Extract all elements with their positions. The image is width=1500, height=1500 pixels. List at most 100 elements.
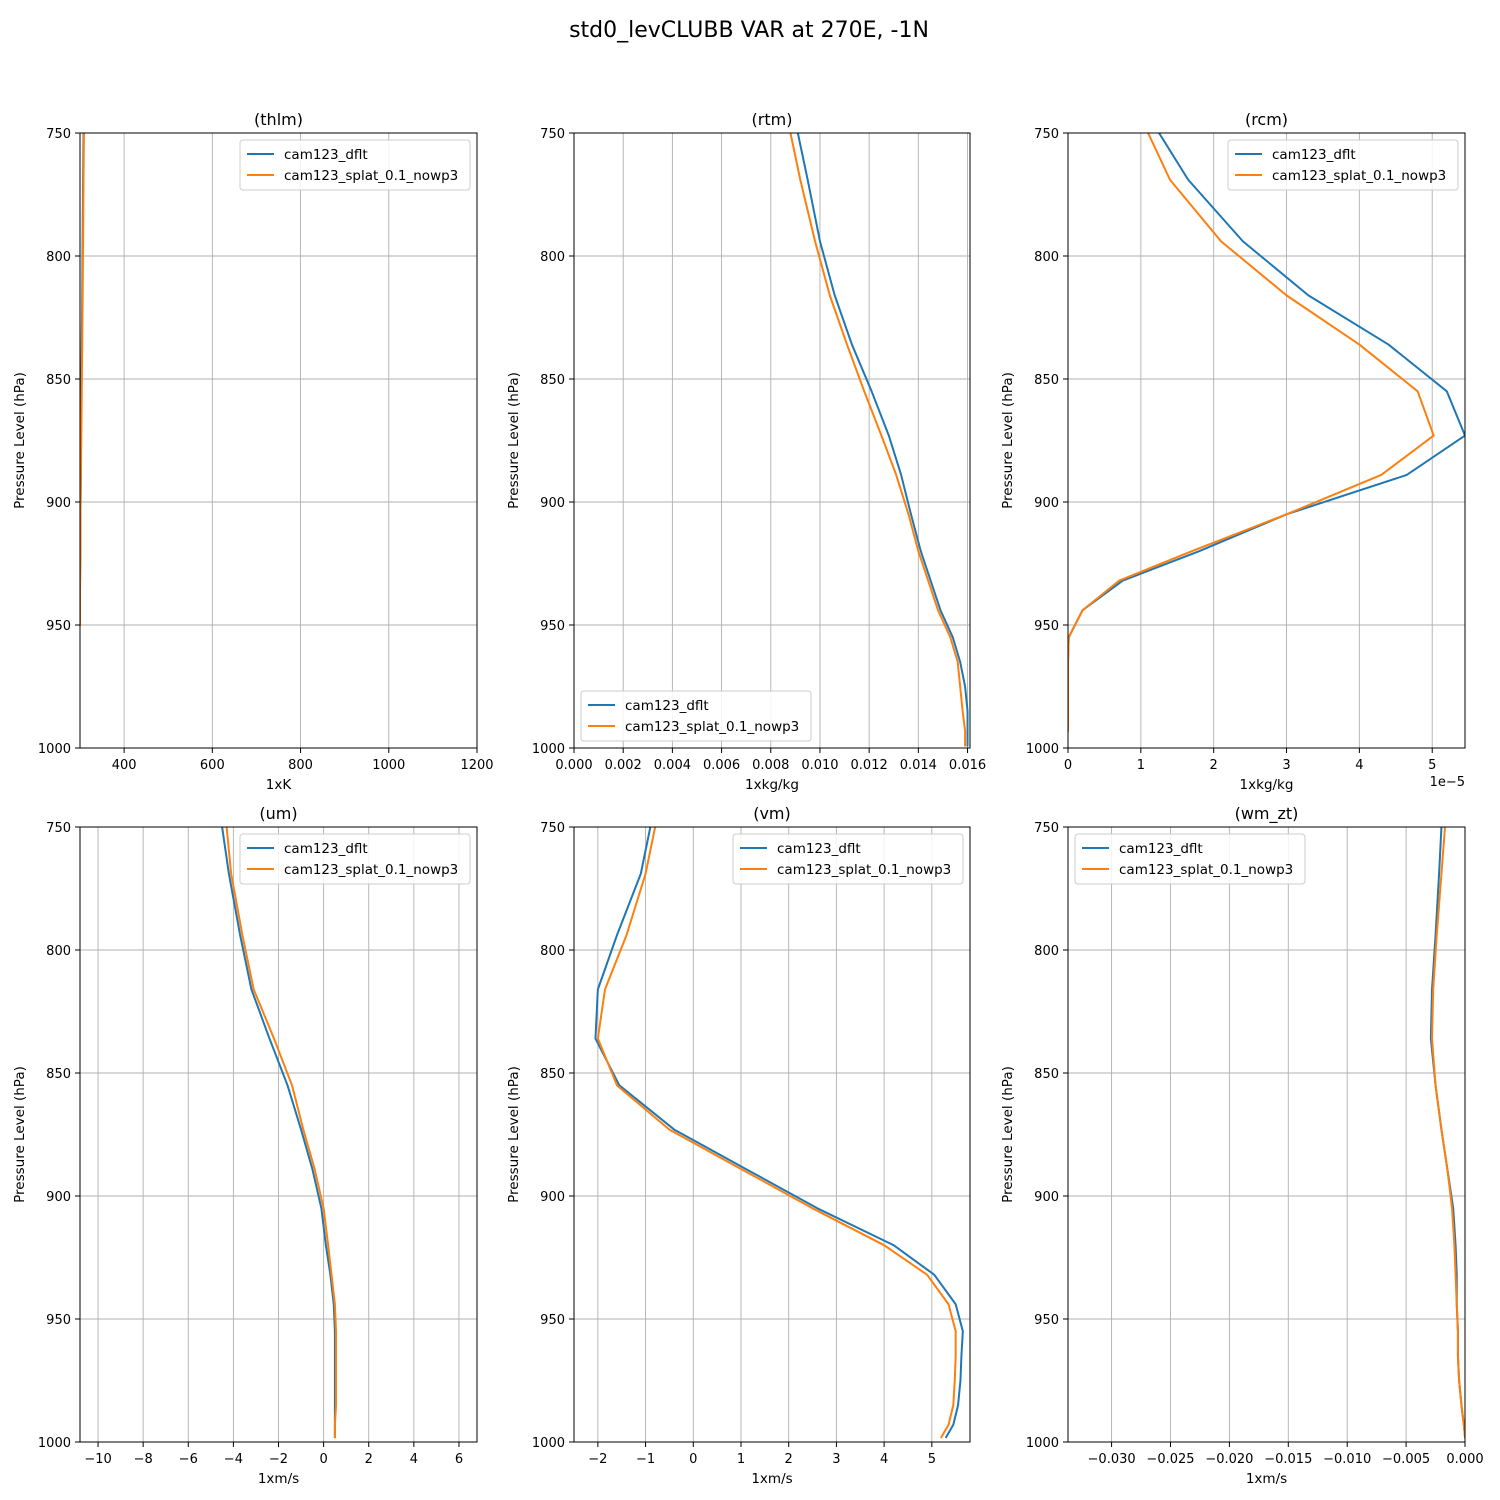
subplot-title: (vm)	[753, 804, 791, 823]
legend-entry: cam123_dflt	[777, 841, 861, 857]
x-tick-label: 0.000	[555, 758, 592, 773]
legend-frame	[239, 139, 471, 191]
y-axis-label: Pressure Level (hPa)	[506, 372, 522, 509]
y-tick-label: 900	[46, 1190, 71, 1205]
legend-frame	[239, 833, 471, 885]
y-tick-label: 800	[46, 944, 71, 959]
y-tick-label: 950	[540, 619, 565, 634]
y-tick-label: 800	[46, 250, 71, 265]
x-tick-label: −0.030	[1088, 1452, 1136, 1467]
y-tick-label: 750	[540, 127, 565, 142]
axes-frame	[573, 826, 971, 1443]
x-tick-label: −2	[269, 1452, 288, 1467]
x-tick-label: −0.020	[1205, 1452, 1253, 1467]
y-tick-label: 900	[540, 496, 565, 511]
x-axis-label: 1xkg/kg	[745, 777, 799, 793]
axes-frame	[573, 132, 971, 749]
y-tick-label: 750	[1034, 821, 1059, 836]
subplot-title: (wm_zt)	[1235, 804, 1299, 824]
series-line-1	[789, 133, 967, 747]
y-tick-label: 750	[46, 821, 71, 836]
series-line-1	[225, 827, 338, 1439]
x-tick-label: −0.005	[1382, 1452, 1430, 1467]
legend-entry: cam123_dflt	[1272, 147, 1356, 163]
x-tick-label: 0.010	[801, 758, 838, 773]
subplot-title: (rtm)	[752, 110, 793, 129]
y-tick-label: 800	[540, 944, 565, 959]
y-tick-label: 850	[540, 373, 565, 388]
x-axis-label: 1xm/s	[1246, 1471, 1287, 1487]
x-tick-label: 5	[1428, 758, 1436, 773]
y-axis-label: Pressure Level (hPa)	[1000, 1066, 1016, 1203]
series-line-1	[1068, 133, 1435, 732]
figure-title: std0_levCLUBB VAR at 270E, -1N	[569, 18, 929, 43]
x-tick-label: 2	[365, 1452, 373, 1467]
y-tick-label: 750	[46, 127, 71, 142]
x-tick-label: 0.014	[900, 758, 937, 773]
x-tick-label: 0.016	[949, 758, 986, 773]
y-tick-label: 850	[46, 1067, 71, 1082]
x-tick-label: 0.008	[752, 758, 789, 773]
legend-entry: cam123_dflt	[1119, 841, 1203, 857]
legend: cam123_dflt cam123_splat_0.1_nowp3	[1227, 139, 1459, 191]
legend: cam123_dflt cam123_splat_0.1_nowp3	[1074, 833, 1306, 885]
x-tick-label: −0.010	[1323, 1452, 1371, 1467]
subplot-5: −0.030 −0.025 −0.020 −0.015 −0.010 −0.005 0.00…	[1000, 804, 1484, 1487]
subplot-4: −2 −1 0 1 2 3 4 5 750 800 850 900 950 1000 (vm) 1xm/s Pr…	[506, 804, 971, 1487]
x-tick-label: 3	[832, 1452, 840, 1467]
y-tick-label: 850	[46, 373, 71, 388]
y-tick-label: 1000	[532, 1436, 565, 1451]
y-tick-label: 1000	[1026, 1436, 1059, 1451]
y-tick-label: 750	[1034, 127, 1059, 142]
x-axis-label: 1xm/s	[751, 1471, 792, 1487]
y-tick-label: 950	[46, 619, 71, 634]
y-tick-label: 1000	[1026, 742, 1059, 757]
y-tick-label: 850	[1034, 373, 1059, 388]
y-tick-label: 950	[1034, 619, 1059, 634]
y-tick-label: 850	[540, 1067, 565, 1082]
subplot-title: (rcm)	[1245, 110, 1288, 129]
x-tick-label: −2	[588, 1452, 607, 1467]
x-tick-label: 0	[319, 1452, 327, 1467]
y-tick-label: 1000	[38, 1436, 71, 1451]
x-tick-label: −0.015	[1264, 1452, 1312, 1467]
y-tick-label: 800	[540, 250, 565, 265]
series-line-1	[1431, 827, 1465, 1439]
x-tick-label: −0.025	[1146, 1452, 1194, 1467]
y-axis-label: Pressure Level (hPa)	[506, 1066, 522, 1203]
legend-entry: cam123_splat_0.1_nowp3	[777, 862, 951, 878]
legend-entry: cam123_splat_0.1_nowp3	[1272, 168, 1446, 184]
x-tick-label: −4	[224, 1452, 243, 1467]
y-tick-label: 850	[1034, 1067, 1059, 1082]
subplot-3: −10 −8 −6 −4 −2 0 2 4 6 750 800 850 900 950 1000 (um) 1x…	[12, 804, 478, 1487]
series-group	[1429, 827, 1465, 1439]
axes-frame	[1067, 826, 1466, 1443]
x-tick-label: 1	[737, 1452, 745, 1467]
legend-frame	[1074, 833, 1306, 885]
x-tick-label: 4	[880, 1452, 888, 1467]
series-line-1	[596, 827, 957, 1439]
x-tick-label: −6	[179, 1452, 198, 1467]
y-tick-label: 800	[1034, 944, 1059, 959]
subplot-0: 400 600 800 1000 1200 750 800 850 900 950 1000 (thl…	[12, 110, 494, 793]
legend-entry: cam123_splat_0.1_nowp3	[625, 719, 799, 735]
y-tick-label: 900	[1034, 1190, 1059, 1205]
series-group	[221, 827, 338, 1439]
x-axis-label: 1xkg/kg	[1240, 777, 1294, 793]
x-tick-label: 0	[1064, 758, 1072, 773]
x-tick-label: −8	[134, 1452, 153, 1467]
x-tick-label: 3	[1282, 758, 1290, 773]
x-tick-label: 2	[785, 1452, 793, 1467]
y-tick-label: 950	[46, 1313, 71, 1328]
x-offset-text: 1e−5	[1430, 775, 1465, 790]
legend: cam123_dflt cam123_splat_0.1_nowp3	[732, 833, 964, 885]
axes-frame	[79, 132, 478, 749]
x-axis-label: 1xm/s	[258, 1471, 299, 1487]
x-tick-label: 400	[112, 758, 137, 773]
x-tick-label: 1200	[460, 758, 493, 773]
legend-entry: cam123_dflt	[284, 147, 368, 163]
legend-frame	[1227, 139, 1459, 191]
series-line-0	[221, 827, 336, 1439]
